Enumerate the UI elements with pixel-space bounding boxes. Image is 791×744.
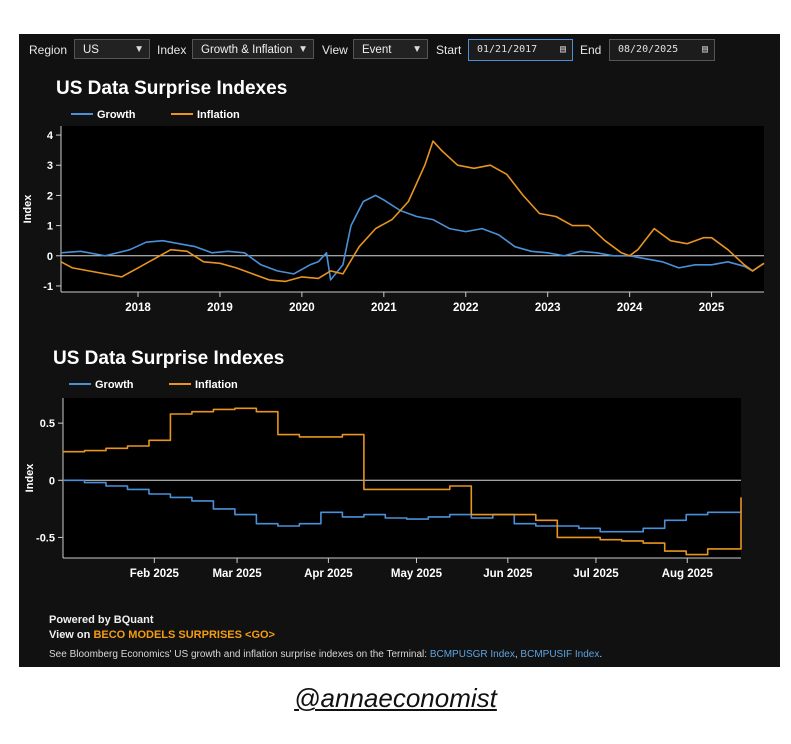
index-label: Index [157, 43, 187, 57]
terminal-note-text: See Bloomberg Economics' US growth and i… [49, 649, 428, 660]
author-credit: @annaeconomist [294, 683, 497, 713]
terminal-note: See Bloomberg Economics' US growth and i… [49, 649, 602, 660]
x-tick-label: 2019 [207, 302, 233, 314]
end-label: End [580, 43, 602, 57]
chart2-svg: Growth Inflation -0.5 0 0.5 Index Feb 2025 Mar … [24, 379, 742, 580]
x-tick-label: 2020 [289, 302, 315, 314]
legend-label-inflation: Inflation [197, 109, 240, 121]
view-value: Event [362, 44, 392, 56]
x-tick-label: 2025 [699, 302, 725, 314]
x-tick-label: May 2025 [391, 568, 443, 580]
x-tick-label: Mar 2025 [212, 568, 262, 580]
region-value: US [83, 44, 99, 56]
region-select[interactable]: US ▼ [74, 39, 150, 59]
chart1-svg: Growth Inflation -1 0 1 2 3 4 Index 2018 2019 2020 2… [22, 109, 765, 314]
y-tick-label: -1 [43, 281, 53, 293]
y-tick-label: 0 [49, 475, 55, 487]
view-on-text: View on [49, 629, 91, 641]
region-label: Region [29, 43, 68, 57]
chevron-down-icon: ▼ [298, 44, 308, 55]
x-tick-label: 2023 [535, 302, 561, 314]
view-select[interactable]: Event ▼ [353, 39, 428, 59]
y-tick-label: 2 [47, 190, 53, 202]
y-tick-label: 0 [47, 251, 53, 263]
calendar-icon: ▤ [559, 44, 566, 55]
plot-area [61, 126, 764, 292]
calendar-icon: ▤ [701, 44, 708, 55]
start-date-value: 01/21/2017 [477, 44, 538, 55]
legend-label-growth: Growth [97, 109, 136, 121]
plot-area [63, 398, 741, 558]
y-tick-label: 1 [47, 221, 53, 233]
x-tick-label: Apr 2025 [304, 568, 353, 580]
y-tick-label: 0.5 [40, 418, 55, 430]
y-tick-label: -0.5 [36, 532, 55, 544]
end-date-value: 08/20/2025 [618, 44, 679, 55]
chevron-down-icon: ▼ [134, 44, 144, 55]
y-tick-label: 4 [47, 130, 54, 142]
y-axis-label: Index [24, 463, 36, 493]
inflation-series-line [63, 407, 742, 556]
view-on-line: View on BECO MODELS SURPRISES <GO> [49, 629, 275, 641]
models-link[interactable]: BECO MODELS SURPRISES <GO> [93, 629, 275, 641]
chart2-title: US Data Surprise Indexes [53, 348, 285, 369]
link-separator: , [514, 649, 518, 660]
index-select[interactable]: Growth & Inflation ▼ [192, 39, 314, 59]
x-tick-label: 2021 [371, 302, 397, 314]
powered-by: Powered by BQuant [49, 614, 154, 626]
growth-series-line [63, 479, 742, 533]
legend-label-inflation: Inflation [195, 379, 238, 391]
chevron-down-icon: ▼ [412, 44, 422, 55]
x-tick-label: Jul 2025 [573, 568, 619, 580]
x-tick-label: 2022 [453, 302, 479, 314]
view-label: View [322, 43, 348, 57]
note-end: . [599, 649, 603, 660]
start-label: Start [436, 43, 462, 57]
x-tick-label: Jun 2025 [483, 568, 533, 580]
x-tick-label: 2024 [617, 302, 643, 314]
legend-label-growth: Growth [95, 379, 134, 391]
chart1-title: US Data Surprise Indexes [56, 78, 288, 99]
start-date-input[interactable]: 01/21/2017 ▤ [468, 39, 573, 61]
inflation-index-link[interactable]: BCMPUSIF Index [520, 649, 600, 660]
growth-index-link[interactable]: BCMPUSGR Index [429, 649, 515, 660]
end-date-input[interactable]: 08/20/2025 ▤ [609, 39, 715, 61]
index-value: Growth & Inflation [201, 44, 293, 56]
y-axis-label: Index [22, 194, 34, 224]
dashboard-panel: Region US ▼ Index Growth & Inflation ▼ V… [19, 34, 780, 667]
x-tick-label: Feb 2025 [130, 568, 180, 580]
y-tick-label: 3 [47, 160, 53, 172]
inflation-series-line [60, 140, 765, 283]
x-tick-label: Aug 2025 [662, 568, 714, 580]
x-tick-label: 2018 [125, 302, 151, 314]
